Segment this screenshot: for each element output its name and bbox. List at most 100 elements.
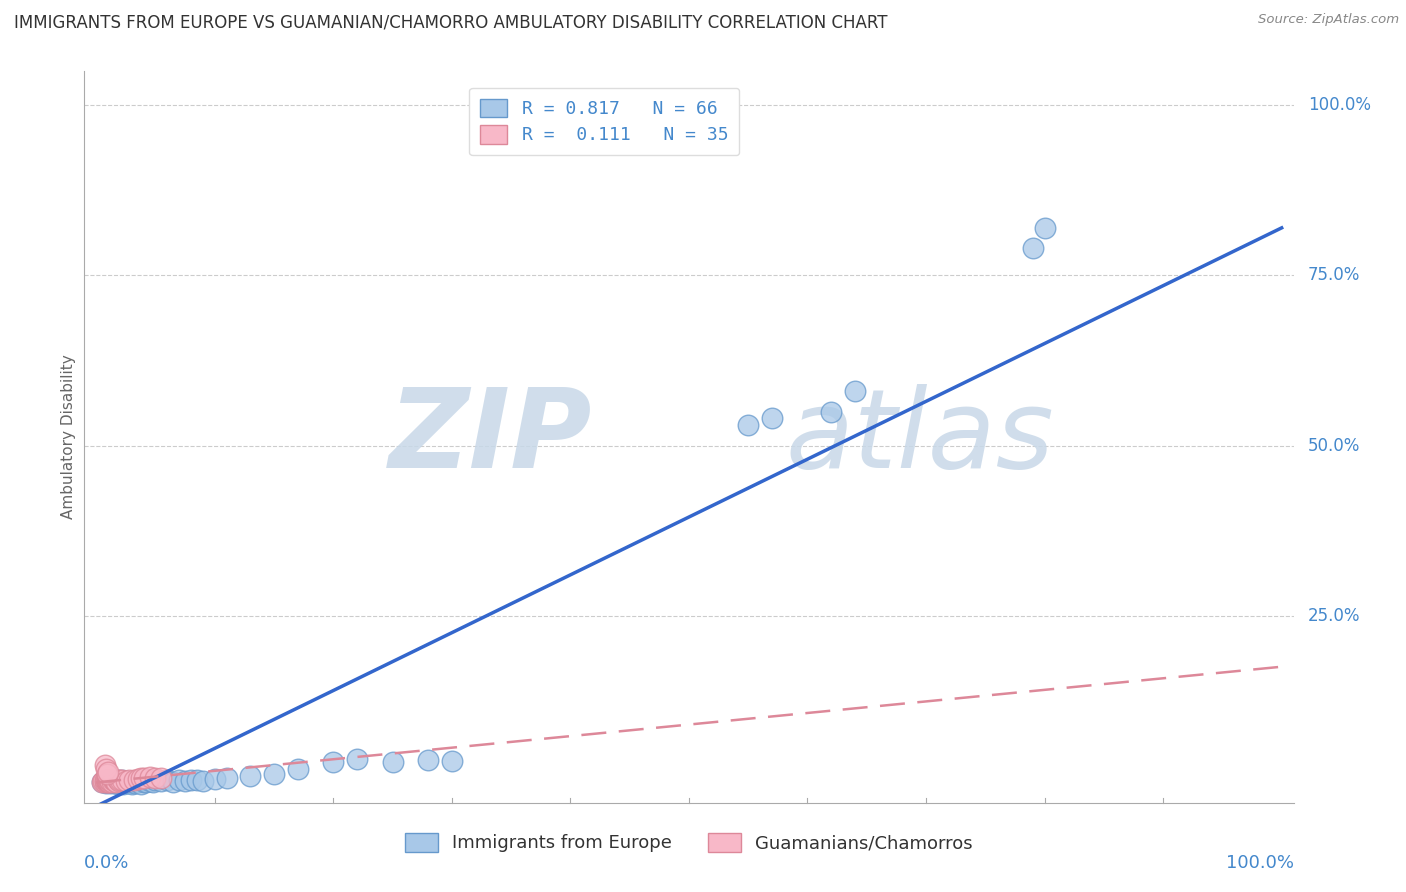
Point [820, 404, 842, 418]
Point [142, 774, 165, 789]
Point [156, 773, 179, 788]
Text: ZIP: ZIP [388, 384, 592, 491]
Point [117, 776, 139, 790]
Point [97, 774, 120, 789]
Point [132, 775, 155, 789]
Point [118, 772, 141, 787]
Point [118, 774, 141, 789]
Point [96, 773, 118, 788]
Point [107, 774, 129, 789]
Point [150, 772, 173, 786]
Point [101, 773, 124, 788]
Point [96, 774, 118, 789]
Point [104, 774, 127, 789]
Point [103, 772, 125, 787]
Text: 75.0%: 75.0% [1308, 267, 1361, 285]
Point [381, 755, 404, 769]
Point [94, 776, 117, 790]
Point [138, 770, 160, 784]
Point [167, 772, 190, 787]
Point [93, 774, 115, 789]
Point [94, 762, 117, 776]
Point [162, 774, 184, 789]
Point [115, 774, 138, 789]
Point [96, 766, 118, 780]
Point [122, 773, 145, 788]
Point [93, 774, 115, 789]
Point [100, 775, 122, 789]
Point [322, 755, 344, 769]
Point [204, 772, 226, 786]
Point [150, 774, 173, 789]
Point [96, 774, 118, 789]
Point [287, 762, 309, 776]
Point [145, 772, 167, 787]
Point [97, 773, 120, 788]
Point [108, 774, 131, 789]
Point [440, 754, 463, 768]
Point [97, 775, 120, 789]
Legend: Immigrants from Europe, Guamanians/Chamorros: Immigrants from Europe, Guamanians/Chamo… [398, 826, 980, 860]
Point [108, 772, 131, 787]
Point [129, 771, 152, 785]
Point [91, 775, 114, 789]
Text: 100.0%: 100.0% [1308, 96, 1371, 114]
Point [127, 772, 149, 786]
Text: atlas: atlas [786, 384, 1054, 491]
Point [97, 765, 120, 780]
Point [180, 772, 202, 787]
Point [105, 774, 128, 789]
Point [93, 758, 115, 772]
Point [129, 773, 152, 788]
Point [122, 774, 145, 789]
Text: 100.0%: 100.0% [1226, 854, 1294, 872]
Point [138, 774, 160, 789]
Point [263, 767, 285, 781]
Point [98, 773, 121, 788]
Point [100, 774, 122, 789]
Text: 25.0%: 25.0% [1308, 607, 1361, 624]
Point [100, 776, 122, 790]
Point [100, 775, 122, 789]
Point [112, 777, 135, 791]
Point [186, 773, 208, 788]
Point [127, 774, 149, 789]
Point [107, 776, 129, 790]
Point [145, 771, 167, 785]
Point [132, 772, 155, 786]
Point [418, 753, 440, 767]
Point [129, 777, 152, 791]
Point [215, 771, 238, 785]
Point [91, 774, 114, 789]
Point [111, 773, 134, 788]
Point [98, 774, 121, 789]
Point [100, 772, 122, 787]
Point [111, 773, 134, 788]
Point [101, 773, 124, 788]
Point [844, 384, 866, 399]
Point [121, 777, 143, 791]
Point [107, 773, 129, 788]
Y-axis label: Ambulatory Disability: Ambulatory Disability [60, 355, 76, 519]
Point [107, 777, 129, 791]
Text: 0.0%: 0.0% [84, 854, 129, 872]
Point [91, 775, 114, 789]
Point [121, 775, 143, 789]
Point [737, 418, 759, 433]
Text: 50.0%: 50.0% [1308, 436, 1361, 455]
Point [346, 751, 368, 765]
Point [100, 774, 122, 789]
Point [105, 774, 128, 789]
Point [124, 776, 146, 790]
Point [1022, 241, 1045, 255]
Point [97, 774, 120, 789]
Point [132, 773, 155, 788]
Point [111, 774, 134, 789]
Point [100, 774, 122, 789]
Point [110, 776, 132, 790]
Point [93, 773, 115, 788]
Point [108, 775, 131, 789]
Point [103, 776, 125, 790]
Point [135, 774, 157, 789]
Point [115, 774, 138, 789]
